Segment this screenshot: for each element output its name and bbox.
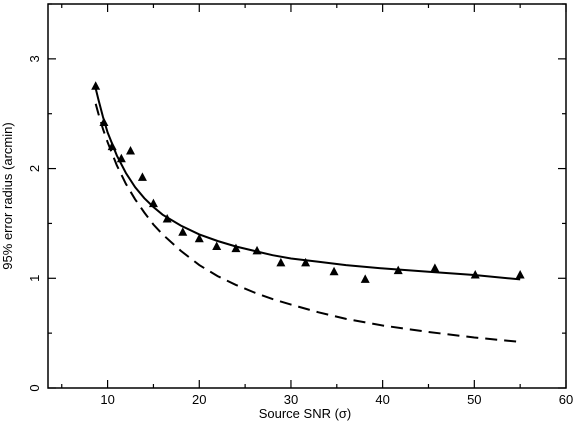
data-point [91,81,101,90]
data-point [301,257,311,267]
x-axis-label: Source SNR (σ) [259,406,352,421]
solid-curve [94,88,521,281]
data-point [252,245,262,255]
y-axis-label: 95% error radius (arcmin) [0,122,15,269]
x-tick-label: 40 [375,392,389,407]
data-point [470,269,480,279]
x-tick-label: 20 [192,392,206,407]
x-tick-label: 30 [284,392,298,407]
y-tick-label: 3 [27,55,42,62]
y-tick-label: 2 [27,165,42,172]
y-tick-label: 1 [27,275,42,282]
x-tick-label: 60 [559,392,573,407]
data-point [212,241,222,250]
data-point [178,227,188,236]
data-point [515,269,525,279]
data-point [276,257,286,267]
data-point [99,117,109,126]
data-points [91,81,525,283]
axis-ticks [48,3,567,389]
data-point [126,146,136,155]
tick-labels: 10 20 30 40 50 60 0 1 2 3 [27,55,573,407]
data-point [116,153,126,163]
x-tick-label: 10 [100,392,114,407]
data-point [107,141,117,151]
data-point [430,263,440,272]
data-point [329,266,339,276]
data-point [393,265,403,275]
data-point [137,172,147,181]
plot-frame [47,3,567,389]
x-tick-label: 50 [467,392,481,407]
data-point [194,233,204,243]
dashed-curve [94,103,521,343]
y-tick-label: 0 [27,384,42,391]
data-point [360,274,370,283]
fit-curves [94,88,521,343]
data-point [162,214,172,223]
data-point [148,198,158,208]
data-point [231,243,241,253]
